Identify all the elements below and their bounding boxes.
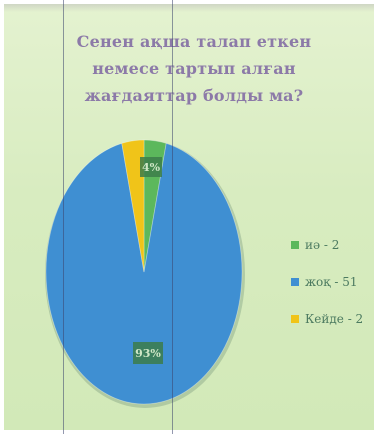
legend: иә - 2 жоқ - 51 Кейде - 2 xyxy=(291,236,374,347)
legend-swatch-sometimes xyxy=(291,315,299,323)
legend-label-yes: иә - 2 xyxy=(305,238,339,252)
pie-chart: 4% 93% xyxy=(4,4,374,430)
slide: Сенен ақша талап еткен немесе тартып алғ… xyxy=(4,4,374,430)
pie-label-yes: 4% xyxy=(140,157,162,177)
legend-swatch-no xyxy=(291,278,299,286)
legend-label-no: жоқ - 51 xyxy=(305,275,358,289)
legend-swatch-yes xyxy=(291,241,299,249)
legend-label-sometimes: Кейде - 2 xyxy=(305,312,363,326)
pie-slices xyxy=(45,140,245,408)
pie-label-yes-text: 4% xyxy=(142,161,161,174)
legend-item-sometimes: Кейде - 2 xyxy=(291,310,374,328)
vertical-line-center xyxy=(172,0,173,434)
legend-item-no: жоқ - 51 xyxy=(291,273,374,291)
pie-label-sometimes: 93% xyxy=(133,342,163,364)
vertical-line-left xyxy=(63,0,64,434)
pie-label-sometimes-text: 93% xyxy=(135,347,161,360)
legend-item-yes: иә - 2 xyxy=(291,236,374,254)
